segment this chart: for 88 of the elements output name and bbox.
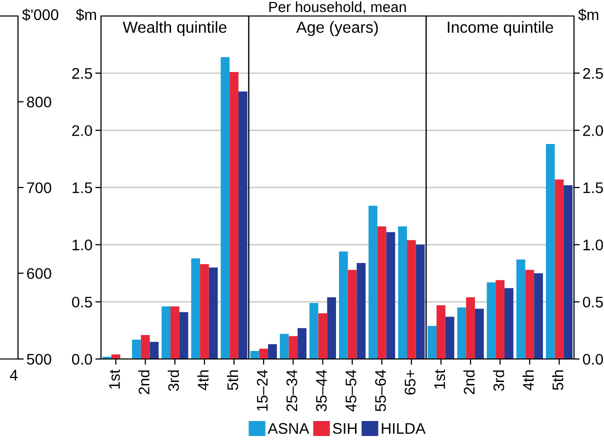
y-tick-label: 2.0 (583, 125, 603, 136)
bar (386, 232, 396, 359)
category-label: 2nd (138, 370, 150, 394)
y-tick-label: 1.5 (72, 182, 92, 194)
bar (348, 270, 357, 359)
x-tick-label: 65+ (404, 370, 416, 395)
bar (179, 312, 188, 359)
y-tick-label: 0.5 (582, 296, 603, 308)
category-label: 1st (434, 370, 446, 389)
bar (554, 179, 564, 359)
bar (486, 282, 496, 359)
bar (200, 264, 209, 359)
bar (150, 342, 159, 359)
y-tick-label: 2.5 (583, 68, 603, 79)
bar (208, 268, 218, 359)
y-axis-title: $m (76, 8, 96, 22)
category-label: 2nd (463, 370, 475, 394)
bar (466, 297, 475, 359)
bar (504, 288, 514, 359)
legend-label: HILDA (382, 423, 426, 434)
y-tick-label: 600 (27, 268, 52, 279)
y-axis-title: $'000 (22, 8, 58, 22)
bar (238, 91, 248, 359)
text: Per household, mean (269, 1, 406, 14)
bar (259, 348, 268, 359)
bar (525, 270, 534, 359)
y-tick-label: 1.0 (584, 240, 603, 250)
bar (474, 308, 484, 359)
bar (132, 340, 141, 359)
bar (230, 72, 238, 359)
bar (534, 273, 543, 359)
bar (516, 260, 526, 359)
bar (318, 313, 328, 359)
bar (220, 57, 230, 359)
bar (268, 344, 277, 359)
bar (496, 280, 505, 359)
y-tick-label: 0.0 (72, 354, 92, 365)
bar (428, 326, 437, 359)
category-label: 3rd (492, 370, 504, 391)
bar (288, 336, 298, 359)
category-label: 3rd (168, 370, 180, 391)
bar (327, 297, 336, 359)
bar (162, 306, 170, 359)
chart-title: Income quintile (448, 21, 554, 36)
y-tick-label: 800 (26, 96, 52, 108)
y-tick-label: 500 (26, 354, 52, 365)
y-tick-label: 700 (27, 182, 52, 194)
y-tick-label: 0.0 (582, 354, 603, 365)
bar (406, 240, 416, 359)
category-label: 1st (109, 370, 120, 389)
x-tick-label: 35–44 (316, 370, 327, 412)
x-tick-label: 45–54 (346, 370, 356, 412)
bar (191, 258, 200, 359)
bar (280, 334, 289, 359)
x-tick-label: 25–34 (286, 370, 298, 412)
category-label: 5th (552, 370, 564, 390)
category-label: 5th (226, 370, 238, 390)
y-axis-title: $m (578, 8, 598, 22)
bar (356, 262, 366, 359)
bar (564, 185, 573, 359)
y-tick-label: 2.5 (72, 68, 92, 79)
bar (170, 306, 180, 359)
y-tick-label: 1.5 (584, 182, 603, 194)
bar (377, 226, 386, 359)
x-tick-label: 15–24 (256, 370, 268, 411)
bar (368, 206, 378, 359)
category-label: 4th (197, 370, 209, 390)
bar (298, 328, 306, 359)
y-tick-label: 1.0 (72, 240, 92, 250)
x-tick-label: 55–64 (375, 370, 386, 412)
chart-title: Age (years) (296, 21, 378, 36)
bar (338, 252, 348, 359)
category-label: 4th (522, 370, 534, 390)
legend-label: ASNA (268, 423, 310, 434)
bar (416, 244, 425, 359)
text: 4 (10, 370, 18, 380)
bar (436, 305, 446, 359)
y-tick-label: 2.0 (72, 125, 92, 136)
bar (250, 350, 260, 359)
bar (398, 226, 407, 359)
bar (309, 302, 318, 359)
bar (457, 308, 466, 359)
bar (140, 334, 150, 359)
y-tick-label: 0.5 (72, 296, 92, 308)
bar (445, 316, 454, 359)
bar (546, 144, 555, 359)
legend-label: SIH (332, 423, 356, 434)
chart-title: Wealth quintile (122, 21, 226, 36)
